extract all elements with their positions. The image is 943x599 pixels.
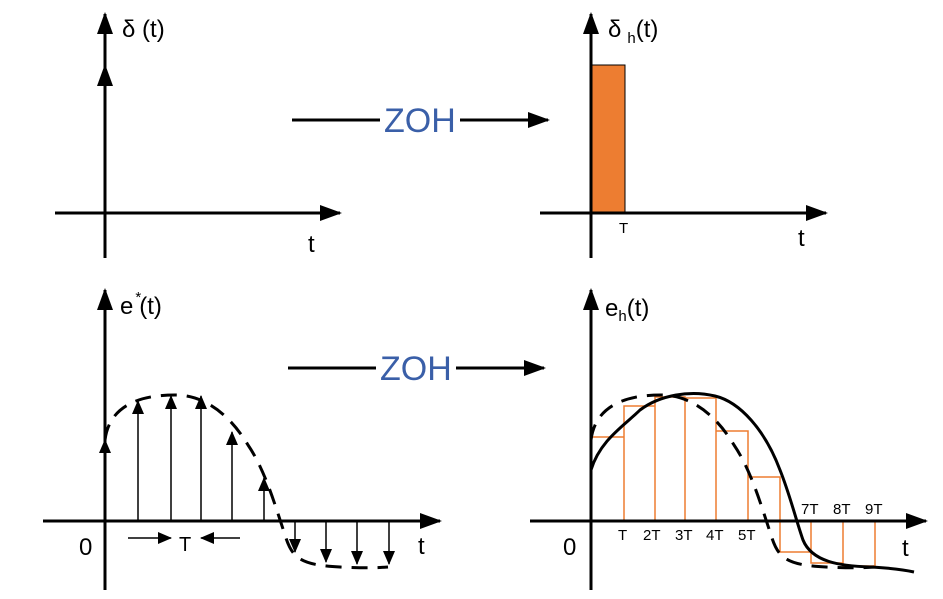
- panel-bottom-left: T 0 t e *(t): [43, 288, 442, 590]
- x-axis-label: t: [418, 533, 425, 560]
- origin-label: 0: [79, 534, 92, 561]
- period-label: T: [179, 534, 191, 556]
- tick-7T: 7T: [801, 501, 819, 518]
- hold-staircase: [590, 396, 876, 567]
- x-axis-label: t: [798, 225, 805, 252]
- tick-T: T: [618, 527, 627, 544]
- zoh-label-bottom: ZOH: [380, 350, 452, 388]
- tick-9T: 9T: [865, 501, 883, 518]
- tick-8T: 8T: [833, 501, 851, 518]
- tick-4T: 4T: [706, 527, 724, 544]
- tick-3T: 3T: [675, 527, 693, 544]
- tick-T: T: [619, 220, 628, 237]
- x-axis-label: t: [902, 535, 909, 562]
- zoh-label-top: ZOH: [384, 102, 456, 140]
- zoh-arrow-top: ZOH: [292, 102, 550, 140]
- panel-bottom-right: T 2T 3T 4T 5T 7T 8T 9T 0 t eh(t): [530, 288, 928, 590]
- hold-pulse: [591, 64, 626, 214]
- y-axis-label: e *(t): [120, 289, 162, 320]
- y-axis-label: δ h(t): [608, 16, 658, 47]
- origin-label: 0: [563, 534, 576, 561]
- tick-5T: 5T: [738, 527, 756, 544]
- y-axis-label: δ (t): [122, 16, 165, 43]
- x-axis-label: t: [308, 231, 315, 258]
- panel-top-right: δ h(t) T t: [540, 12, 828, 258]
- tick-2T: 2T: [643, 527, 661, 544]
- signal-curve: [103, 393, 389, 570]
- signal-curve-dashed: [589, 393, 875, 570]
- y-axis-label: eh(t): [605, 295, 649, 325]
- panel-top-left: δ (t) t: [55, 12, 342, 258]
- signal-curve-solid: [589, 392, 915, 574]
- zoh-arrow-bottom: ZOH: [288, 350, 546, 388]
